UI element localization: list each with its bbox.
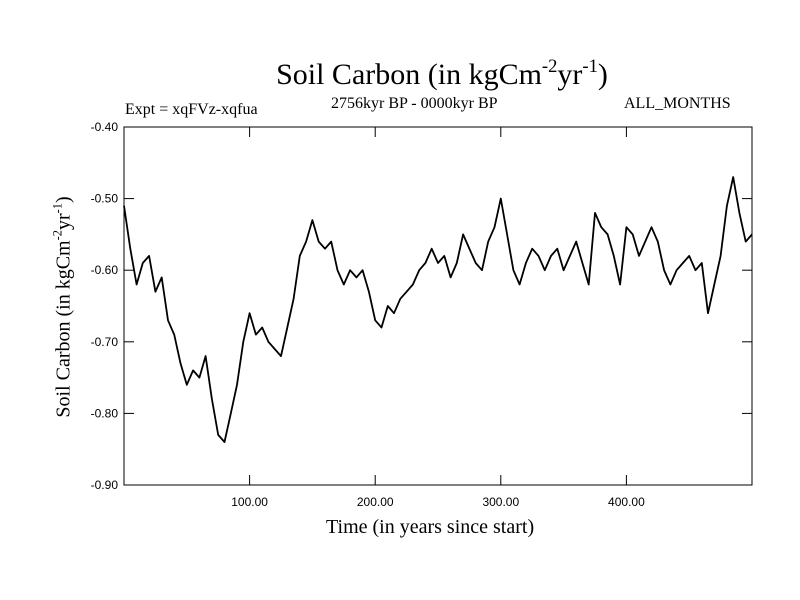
experiment-label: Expt = xqFVz-xqfua	[125, 101, 258, 118]
chart-title: Soil Carbon (in kgCm-2yr-1)	[276, 55, 608, 91]
x-tick-label: 100.00	[231, 495, 268, 509]
months-label: ALL_MONTHS	[624, 95, 731, 112]
plot-frame	[123, 126, 753, 486]
x-tick-label: 300.00	[482, 495, 519, 509]
x-tick-label: 400.00	[608, 495, 645, 509]
x-axis-label: Time (in years since start)	[326, 516, 535, 538]
y-tick-label: -0.70	[91, 335, 119, 349]
period-label: 2756kyr BP - 0000kyr BP	[331, 95, 498, 112]
y-tick-label: -0.80	[91, 406, 119, 420]
x-tick-label: 200.00	[357, 495, 394, 509]
y-tick-label: -0.60	[91, 263, 119, 277]
series-line	[123, 176, 753, 443]
y-tick-label: -0.90	[91, 478, 119, 492]
y-tick-label: -0.50	[91, 192, 119, 206]
y-tick-label: -0.40	[91, 120, 119, 134]
y-axis-label: Soil Carbon (in kgCm-2yr-1)	[50, 196, 75, 418]
